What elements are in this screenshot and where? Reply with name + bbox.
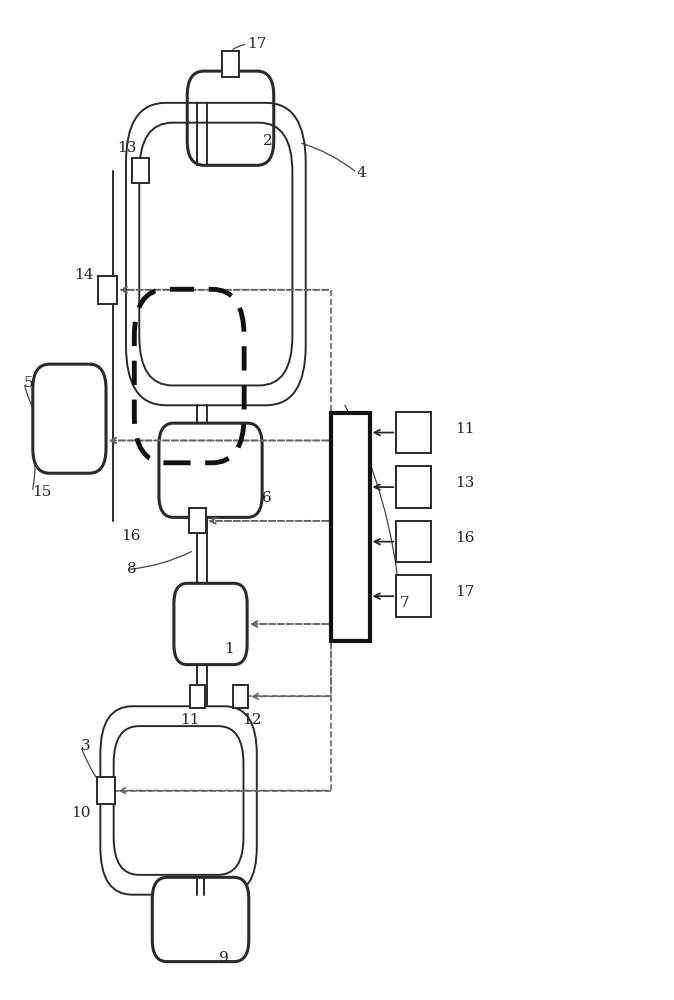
Bar: [96, 777, 115, 804]
Text: 11: 11: [181, 713, 200, 727]
Text: 17: 17: [456, 585, 475, 599]
Bar: [189, 508, 206, 533]
Text: 6: 6: [262, 491, 272, 505]
Bar: [396, 521, 431, 562]
Text: 5: 5: [24, 376, 34, 390]
Text: 16: 16: [121, 529, 140, 543]
Bar: [222, 51, 239, 77]
FancyBboxPatch shape: [187, 71, 274, 165]
Text: 1: 1: [224, 642, 234, 656]
Text: 17: 17: [247, 37, 266, 51]
FancyBboxPatch shape: [174, 583, 247, 665]
Text: 11: 11: [456, 422, 475, 436]
Bar: [396, 412, 431, 453]
Text: 10: 10: [71, 806, 90, 820]
Text: 7: 7: [400, 596, 410, 610]
Text: 4: 4: [357, 166, 367, 180]
FancyBboxPatch shape: [159, 423, 262, 517]
Bar: [233, 685, 248, 708]
Text: 16: 16: [456, 531, 475, 545]
Text: 2: 2: [262, 134, 272, 148]
Text: 14: 14: [74, 268, 94, 282]
FancyBboxPatch shape: [33, 364, 106, 473]
Text: 3: 3: [81, 739, 90, 753]
Text: 13: 13: [456, 476, 475, 490]
Text: 9: 9: [218, 951, 228, 965]
Bar: [396, 575, 431, 617]
Bar: [132, 158, 149, 183]
FancyBboxPatch shape: [152, 877, 249, 962]
Bar: [98, 276, 117, 304]
Text: 12: 12: [242, 713, 262, 727]
Text: 13: 13: [117, 141, 137, 155]
Bar: [396, 466, 431, 508]
Text: 8: 8: [127, 562, 137, 576]
Text: 15: 15: [32, 485, 51, 499]
Bar: [189, 685, 205, 708]
Bar: [331, 413, 369, 641]
